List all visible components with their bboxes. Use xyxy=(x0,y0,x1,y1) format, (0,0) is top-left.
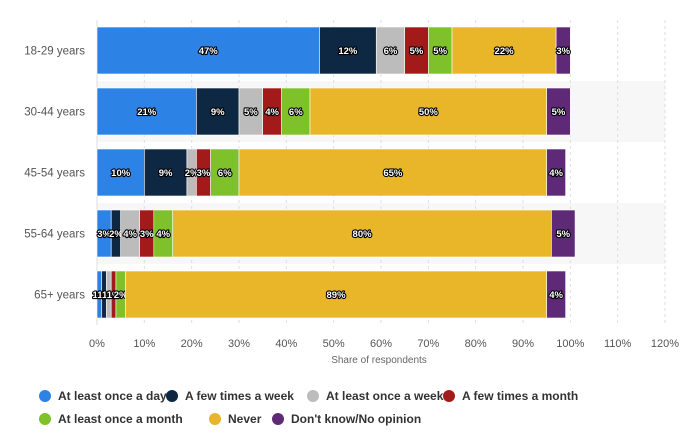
bar-segment[interactable] xyxy=(451,26,557,75)
bar-segment[interactable] xyxy=(144,148,188,197)
data-label: 22% xyxy=(495,46,515,57)
data-label: 2% xyxy=(185,168,199,179)
bar-segment[interactable] xyxy=(546,148,566,197)
category-labels: 18-29 years 30-44 years 45-54 years 55-64 y… xyxy=(24,46,85,302)
data-label: 2% xyxy=(114,290,128,301)
bar-segment[interactable] xyxy=(546,270,566,319)
x-tick-label: 0% xyxy=(89,338,105,350)
legend-item[interactable]: At least once a week xyxy=(307,389,444,403)
legend-label: Never xyxy=(228,412,262,426)
x-tick-label: 60% xyxy=(370,338,392,350)
x-axis-title: Share of respondents xyxy=(331,355,427,366)
x-tick-label: 70% xyxy=(417,338,439,350)
data-label: 3% xyxy=(140,229,154,240)
data-label: 65% xyxy=(383,168,403,179)
bar-segment[interactable] xyxy=(546,87,571,136)
category-label: 18-29 years xyxy=(24,46,85,58)
x-tick-label: 90% xyxy=(512,338,534,350)
legend-label: At least once a week xyxy=(326,389,444,403)
legend-swatch xyxy=(307,390,319,402)
bar-segment[interactable] xyxy=(555,26,571,75)
x-tick-label: 80% xyxy=(465,338,487,350)
bar-segment[interactable] xyxy=(375,26,405,75)
data-label: 6% xyxy=(218,168,232,179)
bar-segment[interactable] xyxy=(319,26,377,75)
legend-item[interactable]: Never xyxy=(209,412,262,426)
bar-segment[interactable] xyxy=(96,26,320,75)
data-label: 4% xyxy=(265,107,279,118)
legend-swatch xyxy=(166,390,178,402)
legend-label: At least once a day xyxy=(58,389,167,403)
data-label: 4% xyxy=(123,229,137,240)
data-label: 80% xyxy=(353,229,373,240)
data-label: 5% xyxy=(552,107,566,118)
bar-segment[interactable] xyxy=(196,87,240,136)
bar-segment[interactable] xyxy=(172,209,552,258)
bar-segment[interactable] xyxy=(281,87,311,136)
data-label: 4% xyxy=(156,229,170,240)
bar-segment[interactable] xyxy=(96,148,145,197)
category-label: 65+ years xyxy=(34,290,85,302)
legend-item[interactable]: At least once a month xyxy=(39,412,183,426)
x-tick-label: 100% xyxy=(556,338,584,350)
x-tick-label: 50% xyxy=(323,338,345,350)
legend: At least once a day A few times a week At … xyxy=(39,389,578,426)
data-label: 89% xyxy=(327,290,347,301)
data-label: 9% xyxy=(211,107,225,118)
data-label: 9% xyxy=(159,168,173,179)
legend-label: At least once a month xyxy=(58,412,183,426)
data-label: 6% xyxy=(384,46,398,57)
data-label: 4% xyxy=(549,290,563,301)
data-label: 3% xyxy=(556,46,570,57)
legend-label: A few times a week xyxy=(185,389,294,403)
legend-item[interactable]: At least once a day xyxy=(39,389,167,403)
x-tick-label: 40% xyxy=(275,338,297,350)
legend-label: Don't know/No opinion xyxy=(291,412,421,426)
data-label: 5% xyxy=(433,46,447,57)
category-label: 45-54 years xyxy=(24,168,85,180)
data-label: 21% xyxy=(137,107,157,118)
category-label: 55-64 years xyxy=(24,229,85,241)
data-label: 2% xyxy=(109,229,123,240)
bar-segment[interactable] xyxy=(309,87,547,136)
legend-swatch xyxy=(39,390,51,402)
legend-swatch xyxy=(39,413,51,425)
x-tick-label: 110% xyxy=(604,338,632,350)
data-label: 50% xyxy=(419,107,439,118)
legend-label: A few times a month xyxy=(462,389,578,403)
data-label: 47% xyxy=(199,46,219,57)
x-tick-label: 30% xyxy=(228,338,250,350)
data-label: 4% xyxy=(549,168,563,179)
data-label: 5% xyxy=(244,107,258,118)
bar-segment[interactable] xyxy=(125,270,547,319)
x-tick-label: 20% xyxy=(181,338,203,350)
bar-segment[interactable] xyxy=(551,209,576,258)
data-label: 5% xyxy=(410,46,424,57)
legend-item[interactable]: A few times a month xyxy=(443,389,578,403)
legend-swatch xyxy=(272,413,284,425)
data-label: 3% xyxy=(197,168,211,179)
legend-item[interactable]: A few times a week xyxy=(166,389,294,403)
data-label: 12% xyxy=(338,46,358,57)
bar-segment[interactable] xyxy=(96,87,197,136)
x-tick-label: 10% xyxy=(133,338,155,350)
data-label: 3% xyxy=(97,229,111,240)
x-axis-ticks: 0% 10% 20% 30% 40% 50% 60% 70% 80% 90% 100% 110% 120… xyxy=(89,338,679,350)
bar-segment[interactable] xyxy=(210,148,240,197)
data-label: 6% xyxy=(289,107,303,118)
legend-item[interactable]: Don't know/No opinion xyxy=(272,412,421,426)
x-tick-label: 120% xyxy=(651,338,679,350)
legend-swatch xyxy=(443,390,455,402)
legend-swatch xyxy=(209,413,221,425)
data-label: 10% xyxy=(111,168,131,179)
category-label: 30-44 years xyxy=(24,107,85,119)
bars: 47% 12% 6% 5% 5% 22% 3% 21% 9% 5% 4% 6% 50% 5% 10% 9% 2%… xyxy=(91,26,576,319)
data-label: 5% xyxy=(556,229,570,240)
